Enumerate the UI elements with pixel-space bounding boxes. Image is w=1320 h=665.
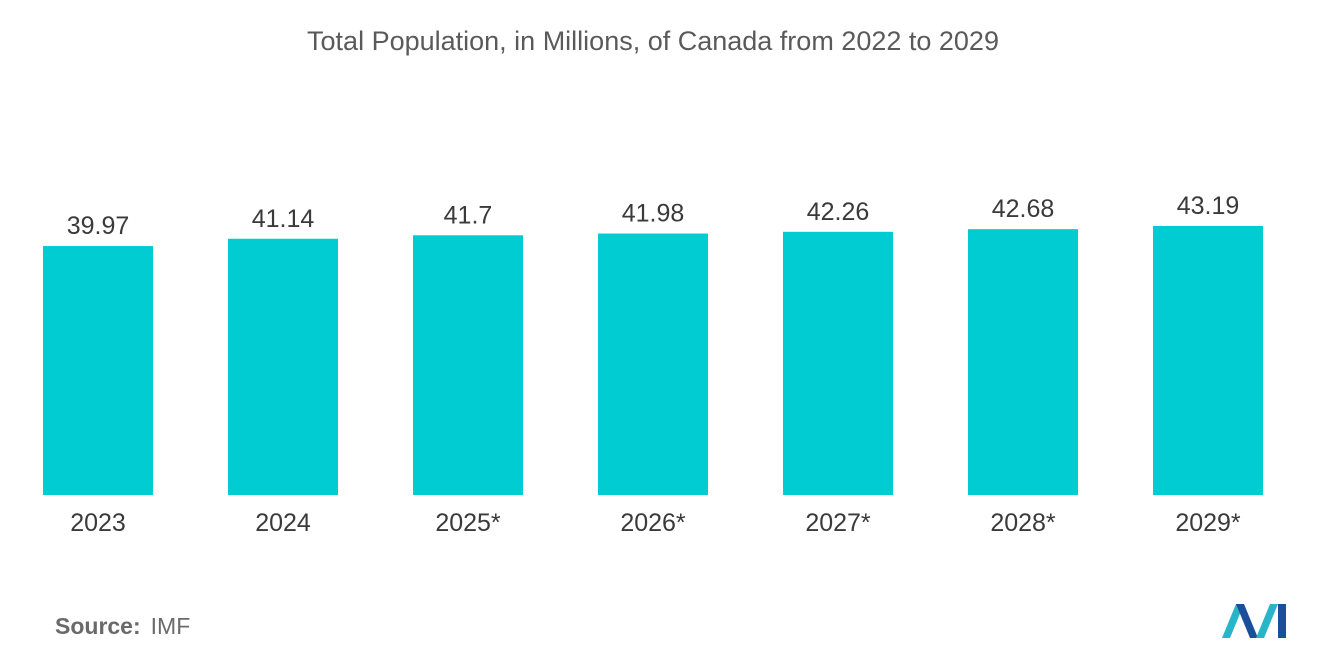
x-tick-label: 2029* bbox=[1175, 509, 1241, 537]
source-label: Source: bbox=[55, 613, 141, 639]
brand-logo-icon bbox=[1222, 604, 1286, 638]
source-value: IMF bbox=[150, 613, 191, 639]
x-tick-label: 2027* bbox=[805, 509, 871, 537]
logo-shape-mid-right bbox=[1256, 604, 1278, 638]
value-label: 42.26 bbox=[807, 198, 870, 226]
x-tick-label: 2024 bbox=[255, 509, 311, 537]
source-note: Source: IMF bbox=[55, 613, 190, 640]
bar-2024 bbox=[228, 238, 338, 495]
logo-shape-left bbox=[1222, 604, 1244, 638]
value-label: 42.68 bbox=[992, 195, 1055, 223]
bar-2027 bbox=[783, 231, 893, 496]
value-label: 39.97 bbox=[67, 212, 130, 240]
bars-group bbox=[43, 226, 1263, 496]
value-label: 43.19 bbox=[1177, 192, 1240, 220]
chart-title: Total Population, in Millions, of Canada… bbox=[307, 26, 999, 56]
x-tick-label: 2023 bbox=[70, 509, 126, 537]
bar-2026 bbox=[598, 233, 708, 495]
value-label: 41.7 bbox=[444, 201, 493, 229]
value-label: 41.98 bbox=[622, 200, 685, 228]
x-tick-label: 2025* bbox=[435, 509, 501, 537]
logo-shape-mid-left bbox=[1236, 604, 1258, 638]
bar-2025 bbox=[413, 235, 523, 495]
value-labels-group: 39.97 41.14 41.7 41.98 42.26 42.68 43.19 bbox=[67, 192, 1240, 240]
bar-2029 bbox=[1153, 226, 1263, 495]
x-tick-labels-group: 2023 2024 2025* 2026* 2027* 2028* 2029* bbox=[70, 509, 1241, 537]
logo-shape-right bbox=[1278, 604, 1286, 638]
x-tick-label: 2026* bbox=[620, 509, 686, 537]
x-tick-label: 2028* bbox=[990, 509, 1056, 537]
bar-2023 bbox=[43, 246, 153, 495]
value-label: 41.14 bbox=[252, 205, 315, 233]
bar-2028 bbox=[968, 229, 1078, 495]
